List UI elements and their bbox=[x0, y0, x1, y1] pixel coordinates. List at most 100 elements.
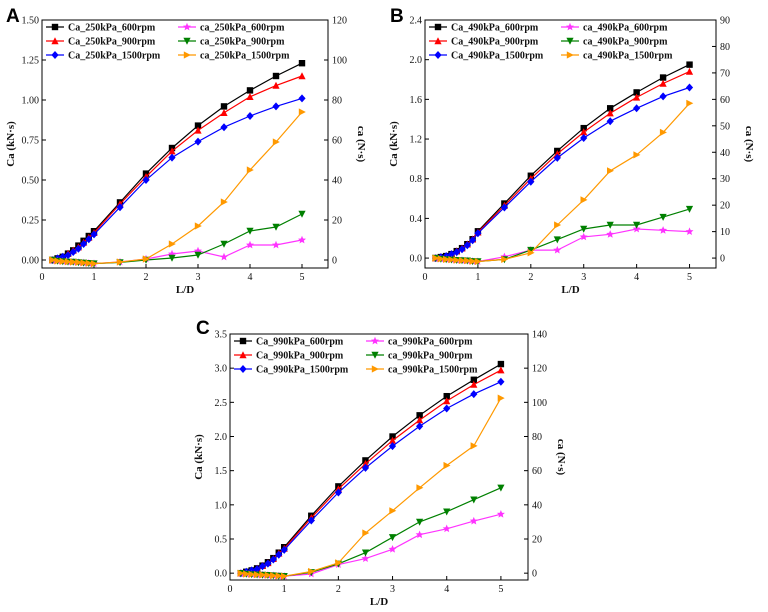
data-point bbox=[606, 105, 614, 112]
data-point bbox=[246, 93, 254, 100]
data-point bbox=[580, 134, 588, 142]
data-point bbox=[298, 108, 306, 116]
legend-entry: Ca_990kPa_600rpm bbox=[256, 337, 344, 348]
y-left-tick-label: 0.75 bbox=[22, 136, 40, 147]
data-point bbox=[246, 166, 254, 174]
x-tick-label: 3 bbox=[390, 584, 395, 595]
data-point bbox=[453, 256, 461, 264]
data-point bbox=[59, 257, 67, 265]
data-point bbox=[442, 524, 451, 533]
x-tick-label: 3 bbox=[196, 272, 201, 283]
y-right-tick-label: 10 bbox=[720, 227, 730, 238]
legend-entry: Ca_490kPa_1500rpm bbox=[451, 51, 544, 62]
x-tick-label: 4 bbox=[444, 584, 449, 595]
legend-entry: ca_490kPa_600rpm bbox=[583, 23, 668, 34]
legend-swatch-marker bbox=[183, 51, 191, 59]
data-point bbox=[85, 235, 93, 244]
data-point bbox=[253, 565, 261, 574]
x-tick-label: 3 bbox=[581, 272, 586, 283]
y-right-tick-label: 60 bbox=[720, 95, 730, 106]
y-right-tick-label: 100 bbox=[332, 56, 347, 67]
data-point bbox=[220, 252, 228, 261]
data-point bbox=[470, 376, 478, 383]
data-point bbox=[269, 555, 277, 564]
x-tick-label: 4 bbox=[634, 272, 639, 283]
y-right-tick-label: 50 bbox=[720, 121, 730, 132]
data-point bbox=[253, 571, 261, 579]
data-point bbox=[633, 104, 641, 113]
legend-swatch-marker bbox=[371, 351, 379, 359]
series-line bbox=[240, 363, 502, 574]
data-point bbox=[64, 258, 72, 266]
legend-swatch-marker bbox=[566, 22, 574, 31]
y-left-tick-label: 2.0 bbox=[410, 55, 423, 66]
data-point bbox=[142, 176, 150, 184]
chart-panel-b: 0 1 2 3 4 5 0.0 0.4 0.8 1.2 1.6 2.0 2.4 0 10 20 30 40 50 60… bbox=[388, 16, 755, 297]
data-point bbox=[389, 507, 397, 515]
data-point bbox=[361, 460, 370, 467]
data-point bbox=[527, 249, 535, 257]
y-right-tick-label: 30 bbox=[720, 174, 730, 185]
legend-entry: Ca_250kPa_600rpm bbox=[68, 23, 156, 34]
data-point bbox=[116, 258, 124, 266]
y-right-tick-label: 120 bbox=[332, 16, 347, 27]
legend-swatch-marker bbox=[566, 37, 574, 45]
data-point bbox=[469, 257, 477, 265]
y-right-tick-label: 40 bbox=[720, 148, 730, 159]
data-point bbox=[474, 257, 482, 266]
data-point bbox=[443, 392, 450, 400]
y-left-tick-label: 1.50 bbox=[22, 16, 40, 27]
series-line bbox=[435, 228, 690, 263]
legend-swatch-marker bbox=[51, 51, 59, 59]
data-point bbox=[685, 205, 694, 213]
legend-entry: ca_490kPa_900rpm bbox=[583, 37, 668, 48]
data-point bbox=[606, 109, 614, 117]
data-point bbox=[469, 236, 477, 245]
y-right-axis-label: ca (N·s) bbox=[355, 126, 367, 163]
x-tick-label: 4 bbox=[248, 272, 253, 283]
data-point bbox=[458, 245, 466, 254]
y-right-tick-label: 0 bbox=[332, 256, 337, 267]
data-point bbox=[90, 260, 98, 268]
x-tick-label: 5 bbox=[687, 272, 692, 283]
y-right-tick-label: 40 bbox=[332, 176, 342, 187]
legend-entry: ca_990kPa_900rpm bbox=[388, 351, 473, 362]
data-point bbox=[272, 81, 280, 89]
data-point bbox=[246, 112, 254, 120]
data-point bbox=[416, 484, 424, 492]
y-left-tick-label: 0.0 bbox=[215, 569, 228, 580]
data-point bbox=[168, 254, 176, 262]
data-point bbox=[470, 390, 478, 399]
data-point bbox=[194, 222, 202, 230]
data-point bbox=[272, 102, 280, 111]
data-point bbox=[361, 549, 370, 557]
legend-entry: Ca_250kPa_900rpm bbox=[68, 37, 156, 48]
legend-entry: ca_250kPa_900rpm bbox=[200, 37, 285, 48]
plot-frame bbox=[424, 19, 717, 269]
legend-entry: Ca_250kPa_1500rpm bbox=[68, 51, 161, 62]
panel-letter-c: C bbox=[196, 318, 210, 339]
data-point bbox=[659, 128, 667, 136]
data-point bbox=[686, 61, 693, 68]
data-point bbox=[272, 240, 280, 249]
data-point bbox=[298, 72, 306, 80]
data-point bbox=[281, 572, 288, 580]
data-point bbox=[463, 241, 471, 250]
legend-swatch-marker bbox=[183, 22, 191, 31]
data-point bbox=[220, 123, 228, 132]
data-point bbox=[686, 99, 694, 107]
y-left-axis-label: Ca (kN·s) bbox=[388, 121, 400, 167]
y-left-tick-label: 2.0 bbox=[215, 432, 228, 443]
data-point bbox=[443, 508, 451, 516]
panel-letter-b: B bbox=[390, 6, 404, 27]
x-tick-label: 2 bbox=[144, 272, 149, 283]
data-point bbox=[606, 221, 614, 229]
data-point bbox=[437, 255, 445, 263]
data-point bbox=[246, 240, 254, 249]
y-right-tick-label: 60 bbox=[532, 466, 542, 477]
y-right-tick-label: 70 bbox=[720, 68, 730, 79]
x-tick-label: 5 bbox=[498, 584, 503, 595]
data-point bbox=[168, 153, 176, 162]
data-point bbox=[388, 436, 397, 444]
